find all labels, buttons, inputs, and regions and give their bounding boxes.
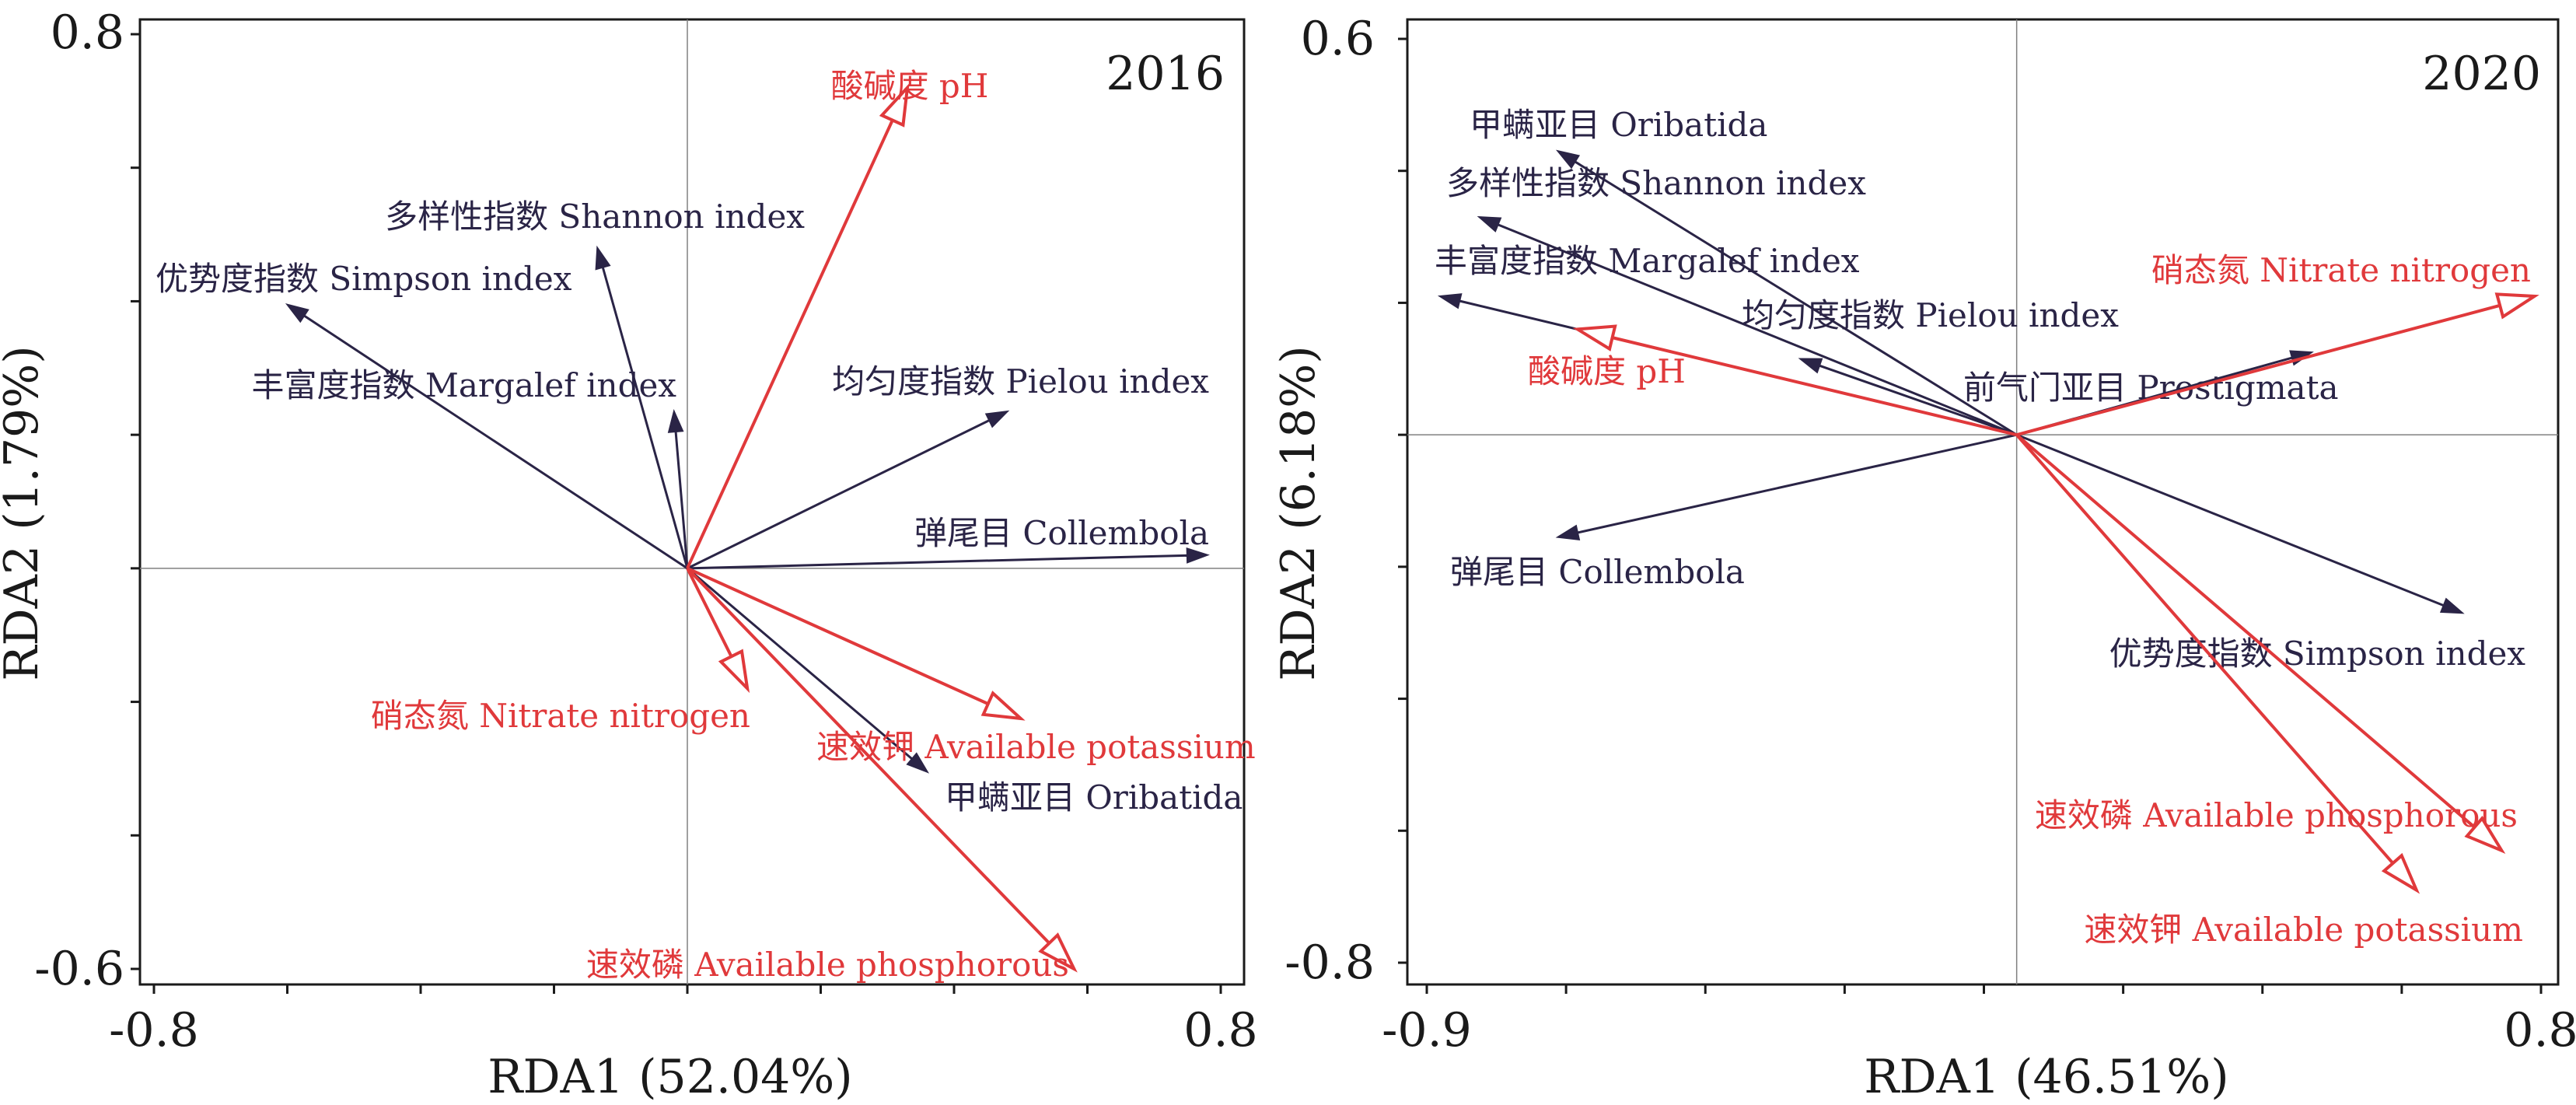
- x-tick-label-right: 0.8: [2504, 1003, 2576, 1058]
- species-arrowhead-Margalef: [1437, 293, 1463, 309]
- env-label-Nitrate: 硝态氮 Nitrate nitrogen: [2151, 251, 2531, 289]
- env-vector-AK: [2015, 433, 2394, 865]
- env-label-pH: 酸碱度 pH: [1528, 352, 1686, 390]
- species-vector-Shannon: [601, 267, 689, 569]
- env-arrowhead-pH: [1572, 324, 1617, 351]
- species-label-Simpson: 优势度指数 Simpson index: [156, 260, 572, 298]
- panel-2016: 多样性指数 Shannon index 优势度指数 Simpson index 丰富…: [0, 5, 1258, 1104]
- y-tick-label-top: 0.8: [51, 5, 124, 60]
- x-tick-label-left: -0.8: [109, 1003, 199, 1058]
- species-arrowhead-Pielou: [1798, 358, 1823, 374]
- species-label-Shannon: 多样性指数 Shannon index: [385, 198, 805, 236]
- species-vector-Collembola: [687, 554, 1187, 570]
- species-arrowhead-Pielou: [984, 410, 1010, 428]
- species-label-Shannon: 多样性指数 Shannon index: [1446, 164, 1866, 202]
- env-arrowhead-pH: [879, 82, 910, 128]
- env-vector-AP: [686, 567, 1050, 945]
- panel-title: 2020: [2422, 47, 2541, 101]
- env-label-AP: 速效磷 Available phosphorous: [2035, 796, 2518, 834]
- species-vector-Oribatida: [1574, 160, 2018, 436]
- y-tick-label-top: 0.6: [1301, 12, 1375, 66]
- species-arrowhead-Oribatida: [906, 752, 930, 774]
- species-vector-Simpson: [303, 314, 688, 570]
- x-tick-label-right: 0.8: [1183, 1003, 1257, 1058]
- env-label-pH: 酸碱度 pH: [831, 67, 989, 105]
- species-vector-Collembola: [1577, 433, 2017, 534]
- species-vector-Simpson: [2016, 433, 2445, 607]
- panel-title: 2016: [1106, 47, 1225, 101]
- species-vector-Pielou: [687, 419, 990, 570]
- species-vector-Shannon: [1497, 223, 2018, 436]
- species-vector-Oribatida: [687, 567, 913, 761]
- env-vector-Nitrate: [686, 567, 733, 658]
- env-label-AK: 速效钾 Available potassium: [2084, 911, 2523, 949]
- env-arrowhead-AP: [2464, 816, 2506, 854]
- env-arrowhead-AP: [1038, 932, 1078, 973]
- env-vector-pH: [686, 119, 894, 569]
- species-arrowhead-Collembola: [1555, 524, 1581, 540]
- x-tick-label-left: -0.9: [1382, 1003, 1472, 1058]
- y-axis-title: RDA2 (1.79%): [0, 345, 49, 680]
- species-arrowhead-Shannon: [595, 245, 611, 271]
- env-arrowhead-AK: [980, 691, 1026, 721]
- species-label-Pielou: 均匀度指数 Pielou index: [832, 362, 1209, 400]
- species-arrowhead-Oribatida: [1555, 149, 1581, 170]
- panel-2020: 甲螨亚目 Oribatida 多样性指数 Shannon index 丰富度指数 M…: [1271, 12, 2576, 1104]
- env-vector-Nitrate: [2016, 303, 2501, 437]
- species-label-Margalef: 丰富度指数 Margalef index: [1435, 242, 1860, 280]
- plot-frame: [138, 18, 1246, 986]
- species-arrowhead-Simpson: [2439, 597, 2465, 614]
- species-label-Collembola: 弹尾目 Collembola: [1450, 553, 1745, 591]
- species-arrowhead-Simpson: [285, 303, 309, 323]
- species-label-Oribatida: 甲螨亚目 Oribatida: [945, 778, 1243, 817]
- env-vector-pH: [1612, 336, 2018, 437]
- species-label-Oribatida: 甲螨亚目 Oribatida: [1470, 106, 1767, 144]
- species-label-Collembola: 弹尾目 Collembola: [914, 514, 1209, 552]
- species-arrowhead-Collembola: [1186, 547, 1210, 564]
- x-axis-title: RDA1 (52.04%): [488, 1050, 852, 1104]
- species-vector-Pielou: [1819, 364, 2018, 436]
- species-arrowhead-Shannon: [1477, 215, 1502, 233]
- env-arrowhead-AK: [2381, 852, 2420, 894]
- env-label-Nitrate: 硝态氮 Nitrate nitrogen: [371, 697, 750, 735]
- env-label-AK: 速效钾 Available potassium: [816, 728, 1256, 766]
- species-vector-Margalef: [674, 431, 689, 568]
- species-arrowhead-Margalef: [667, 409, 684, 433]
- y-axis-title: RDA2 (6.18%): [1271, 345, 1326, 680]
- env-vector-AK: [687, 567, 989, 705]
- y-tick-label-bottom: -0.8: [1285, 935, 1375, 990]
- y-tick-label-bottom: -0.6: [34, 942, 124, 996]
- species-label-Simpson: 优势度指数 Simpson index: [2109, 635, 2526, 673]
- x-axis-title: RDA1 (46.51%): [1864, 1050, 2228, 1104]
- species-label-Margalef: 丰富度指数 Margalef index: [252, 366, 677, 404]
- env-label-AP: 速效磷 Available phosphorous: [586, 946, 1069, 984]
- env-arrowhead-Nitrate: [2494, 292, 2539, 320]
- env-arrowhead-Nitrate: [718, 649, 750, 694]
- species-label-Prostigmata: 前气门亚目 Prostigmata: [1963, 369, 2339, 407]
- env-vector-AP: [2015, 433, 2476, 829]
- species-label-Pielou: 均匀度指数 Pielou index: [1742, 296, 2119, 334]
